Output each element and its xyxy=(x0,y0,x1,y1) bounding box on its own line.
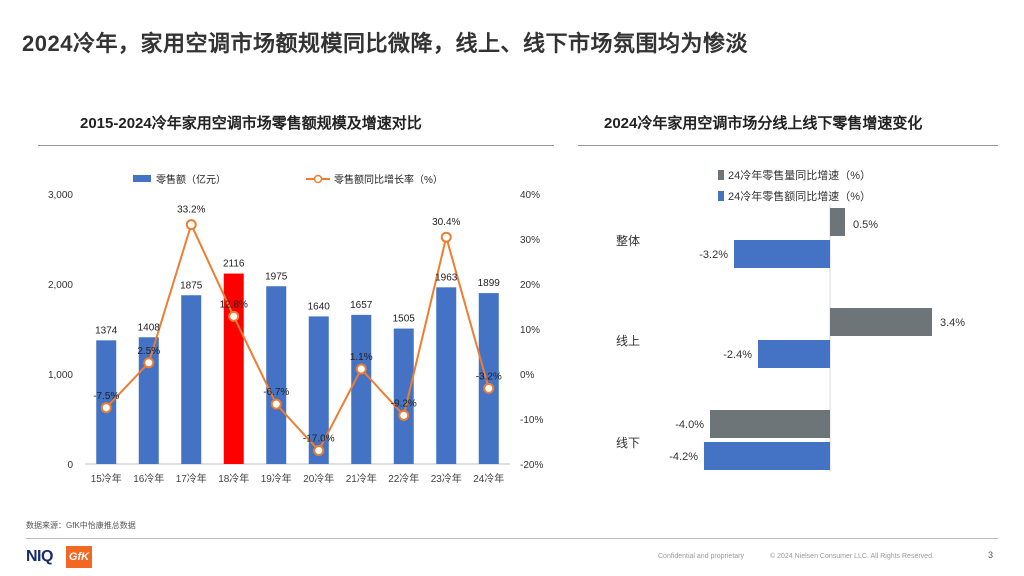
bar-volume-growth xyxy=(710,410,830,438)
bar-value-label: 2116 xyxy=(223,259,245,270)
left-axis-tick-label: 1,000 xyxy=(48,370,73,381)
category-label: 线上 xyxy=(616,334,640,348)
bar-volume-growth xyxy=(830,208,845,236)
left-chart-title: 2015-2024冷年家用空调市场零售额规模及增速对比 xyxy=(80,115,422,132)
data-source-note: 数据来源：GfK中怡康推总数据 xyxy=(26,521,136,530)
bar-volume-growth xyxy=(830,308,932,336)
bar-retail-sales xyxy=(96,340,117,464)
bar-value-label: 1374 xyxy=(95,325,118,336)
bar-value-label: 1899 xyxy=(478,278,501,289)
bar-retail-sales xyxy=(351,314,372,464)
bar-retail-sales xyxy=(478,293,499,464)
growth-rate-marker xyxy=(270,398,282,410)
right-axis-tick-label: -20% xyxy=(520,460,543,471)
right-axis-tick-label: 10% xyxy=(520,325,540,336)
growth-rate-label: -3.2% xyxy=(476,371,502,382)
bar-value-label: 1875 xyxy=(180,280,203,291)
right-axis-tick-label: 20% xyxy=(520,280,540,291)
bar-retail-sales xyxy=(223,273,244,464)
slide-title: 2024冷年，家用空调市场额规模同比微降，线上、线下市场氛围均为惨淡 xyxy=(22,31,748,56)
bar-value-label: 1505 xyxy=(393,314,416,325)
growth-rate-marker xyxy=(228,310,240,322)
bar-retail-sales xyxy=(436,287,457,464)
growth-rate-label: -6.7% xyxy=(263,387,289,398)
bar-retail-sales xyxy=(308,316,329,464)
right-chart-title: 2024冷年家用空调市场分线上线下零售增速变化 xyxy=(604,115,923,132)
legend-line-marker xyxy=(313,174,323,184)
page-number: 3 xyxy=(988,550,994,560)
growth-rate-marker xyxy=(355,363,367,375)
category-label: 整体 xyxy=(616,233,640,248)
category-label: 23冷年 xyxy=(431,472,462,485)
footer-divider xyxy=(26,538,998,539)
category-label: 线下 xyxy=(616,436,640,450)
category-label: 19冷年 xyxy=(261,472,292,485)
growth-rate-marker xyxy=(483,382,495,394)
right-title-divider xyxy=(578,145,998,146)
copyright-note: © 2024 Nielsen Consumer LLC. All Rights … xyxy=(770,553,934,560)
legend-bar-label: 零售额（亿元） xyxy=(156,173,226,186)
bar-value-label: 1408 xyxy=(138,322,161,333)
growth-rate-marker xyxy=(398,409,410,421)
category-label: 18冷年 xyxy=(218,472,249,485)
bar-value-label: 1963 xyxy=(435,272,458,283)
left-axis-tick-label: 2,000 xyxy=(48,280,73,291)
bar-value-label: 1640 xyxy=(308,301,331,312)
growth-rate-marker xyxy=(143,357,155,369)
niq-logo: NIQ xyxy=(26,548,53,565)
retail-sales-combo-chart: 0 1,000 2,000 3,000 -20% -10% 0% 10% 20% 30% 40% 13… xyxy=(48,173,543,485)
category-label: 21冷年 xyxy=(346,472,377,485)
right-axis-tick-label: 30% xyxy=(520,235,540,246)
left-title-divider xyxy=(38,145,554,146)
confidential-note: Confidential and proprietary xyxy=(658,553,744,560)
gfk-logo: GfK xyxy=(66,546,92,568)
legend-bar-swatch xyxy=(133,175,151,182)
growth-rate-label: -9.2% xyxy=(391,398,417,409)
right-axis-tick-label: 40% xyxy=(520,190,540,201)
growth-rate-label: -17.0% xyxy=(303,434,335,445)
legend-value-swatch xyxy=(718,191,724,201)
growth-rate-marker xyxy=(100,402,112,414)
growth-rate-marker xyxy=(440,231,452,243)
legend-volume-label: 24冷年零售量同比增速（%） xyxy=(728,168,871,182)
growth-rate-label: 2.5% xyxy=(137,346,160,357)
bar-value-label: 1657 xyxy=(350,300,373,311)
bar-value-label: 3.4% xyxy=(940,317,965,329)
growth-rate-marker xyxy=(313,445,325,456)
growth-rate-line xyxy=(105,221,490,453)
growth-rate-label: 12.8% xyxy=(220,299,248,310)
category-label: 16冷年 xyxy=(133,472,164,485)
bar-retail-sales xyxy=(266,286,287,464)
left-axis-tick-label: 0 xyxy=(67,460,73,471)
legend-value-label: 24冷年零售额同比增速（%） xyxy=(728,189,871,203)
growth-rate-marker xyxy=(185,219,197,231)
legend-volume-swatch xyxy=(718,170,724,180)
bar-value-label: -2.4% xyxy=(723,349,752,361)
category-label: 15冷年 xyxy=(91,472,122,485)
bar-value-label: -3.2% xyxy=(699,249,728,261)
legend-line-label: 零售额同比增长率（%） xyxy=(334,173,443,186)
category-label: 22冷年 xyxy=(388,472,419,485)
growth-rate-label: 1.1% xyxy=(350,352,373,363)
left-axis-tick-label: 3,000 xyxy=(48,190,73,201)
bar-value-growth xyxy=(758,340,830,368)
right-axis-tick-label: 0% xyxy=(520,370,535,381)
category-label: 20冷年 xyxy=(303,472,334,485)
bar-value-growth xyxy=(734,240,830,268)
online-offline-growth-chart: 24冷年零售量同比增速（%） 24冷年零售额同比增速（%） 整体 0.5% -3.2% 线… xyxy=(616,168,965,472)
bar-value-label: 1975 xyxy=(265,271,288,282)
bar-retail-sales xyxy=(393,328,414,464)
bar-value-label: -4.0% xyxy=(675,419,704,431)
right-axis-tick-label: -10% xyxy=(520,415,543,426)
category-label: 17冷年 xyxy=(176,472,207,485)
bar-value-label: -4.2% xyxy=(669,451,698,463)
category-label: 24冷年 xyxy=(473,472,504,485)
growth-rate-label: 30.4% xyxy=(432,217,460,228)
bar-value-label: 0.5% xyxy=(853,219,878,231)
bar-value-growth xyxy=(704,442,830,470)
bar-retail-sales xyxy=(181,295,202,464)
growth-rate-label: 33.2% xyxy=(177,205,205,216)
growth-rate-label: -7.5% xyxy=(93,391,119,402)
